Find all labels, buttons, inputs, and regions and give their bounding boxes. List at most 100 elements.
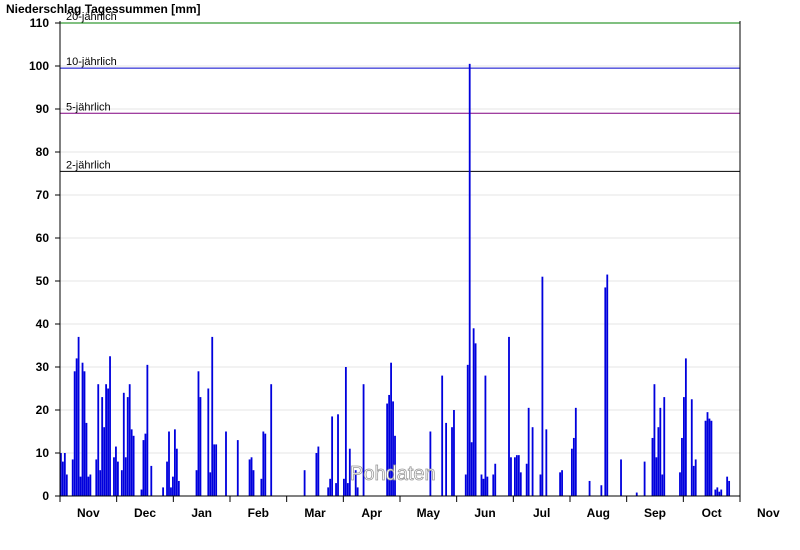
bar xyxy=(480,474,483,496)
bar xyxy=(99,470,102,496)
bar xyxy=(468,63,471,496)
bar xyxy=(124,457,127,496)
y-tick-label: 0 xyxy=(42,489,49,503)
y-tick-label: 80 xyxy=(36,145,50,159)
bar xyxy=(73,371,76,496)
bar xyxy=(683,397,685,496)
bar xyxy=(166,461,168,496)
bar xyxy=(346,483,349,496)
bar xyxy=(451,427,453,496)
bar xyxy=(453,410,455,496)
gridlines xyxy=(60,22,740,454)
reference-line-label: 20-jährlich xyxy=(66,11,117,23)
bar xyxy=(390,362,392,496)
bar xyxy=(177,480,180,496)
bar xyxy=(173,429,176,496)
bar xyxy=(79,476,82,496)
bar xyxy=(126,397,129,496)
bar xyxy=(195,470,198,496)
bar xyxy=(252,470,255,496)
bar xyxy=(541,276,544,496)
bar xyxy=(474,343,477,496)
bar xyxy=(97,384,100,496)
bar xyxy=(260,478,263,496)
x-tick-label: Feb xyxy=(248,506,269,520)
y-tick-label: 90 xyxy=(36,102,50,116)
bar xyxy=(726,476,729,496)
bar xyxy=(101,397,104,496)
axes: 0 10 20 30 40 50 60 70 80 90 100 110 Nov Dec Jan Feb Mar… xyxy=(29,16,780,520)
bar xyxy=(105,384,108,496)
bar xyxy=(264,433,267,496)
bar xyxy=(510,457,512,496)
bar xyxy=(132,435,135,496)
bar xyxy=(303,470,306,496)
x-tick-label: Oct xyxy=(702,506,722,520)
bar xyxy=(659,407,662,496)
bar xyxy=(429,431,432,496)
x-tick-label: Jun xyxy=(474,506,495,520)
bar xyxy=(441,375,444,496)
bar xyxy=(679,472,681,496)
bar xyxy=(248,459,251,496)
bar xyxy=(635,492,638,496)
bar xyxy=(466,364,469,496)
bar xyxy=(539,474,542,496)
bar xyxy=(337,414,339,496)
bar xyxy=(83,371,86,496)
bar xyxy=(215,444,218,496)
bar xyxy=(525,463,528,496)
reference-line-label: 5-jährlich xyxy=(66,101,111,113)
bar xyxy=(262,431,265,496)
bar xyxy=(85,422,88,496)
x-tick-label: May xyxy=(417,506,441,520)
bar xyxy=(270,384,273,496)
x-tick-label: Nov xyxy=(77,506,100,520)
bar xyxy=(344,367,347,496)
bar xyxy=(170,487,172,496)
chart-title: Niederschlag Tagessummen [mm] xyxy=(6,2,201,16)
bar xyxy=(472,328,475,496)
bar xyxy=(604,287,607,496)
x-tick-label: Apr xyxy=(361,506,382,520)
bar xyxy=(484,375,487,496)
x-tick-label: Aug xyxy=(587,506,610,520)
bar xyxy=(115,446,117,496)
bar xyxy=(362,384,365,496)
bar xyxy=(122,392,125,496)
bar xyxy=(225,431,227,496)
bar xyxy=(140,489,143,496)
bar xyxy=(706,412,709,496)
bar xyxy=(661,474,664,496)
bar xyxy=(89,474,92,496)
bar xyxy=(209,472,212,496)
bar xyxy=(508,336,510,496)
bar xyxy=(570,448,573,496)
bar xyxy=(150,465,153,496)
bar xyxy=(113,457,115,496)
bar xyxy=(710,420,713,496)
x-tick-label: Nov xyxy=(757,506,780,520)
bar xyxy=(531,427,534,496)
x-tick-label: Mar xyxy=(304,506,326,520)
x-tick-label: Jan xyxy=(191,506,212,520)
y-tick-label: 50 xyxy=(36,274,50,288)
bar xyxy=(146,364,149,496)
bar xyxy=(75,358,78,496)
bar xyxy=(315,453,318,496)
bar xyxy=(694,459,697,496)
bar xyxy=(494,463,497,496)
bar xyxy=(386,403,389,496)
bar xyxy=(128,384,131,496)
bar xyxy=(690,399,693,496)
bar xyxy=(60,453,62,496)
bar xyxy=(335,483,337,496)
bar xyxy=(175,448,178,496)
bar xyxy=(81,362,84,496)
y-tick-label: 30 xyxy=(36,360,50,374)
bar xyxy=(142,440,145,496)
y-tick-label: 10 xyxy=(36,446,50,460)
y-tick-label: 100 xyxy=(29,59,49,73)
bar xyxy=(162,487,165,496)
bar xyxy=(620,459,622,496)
